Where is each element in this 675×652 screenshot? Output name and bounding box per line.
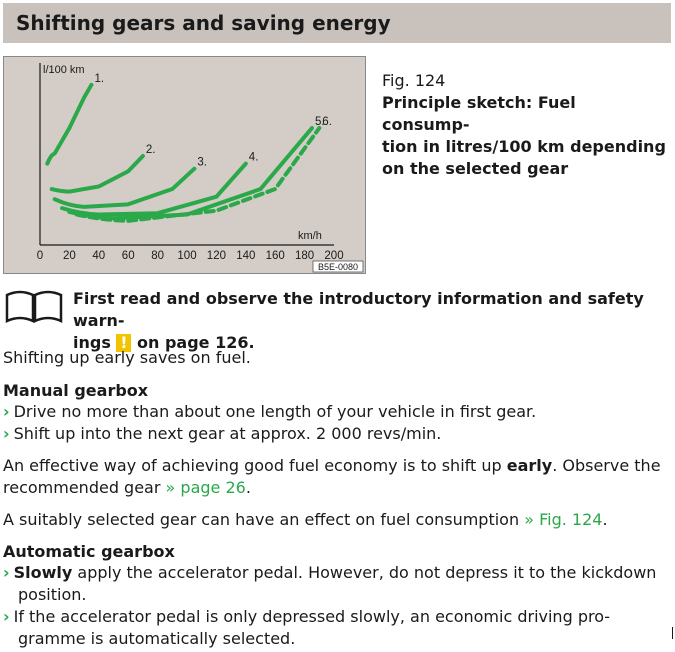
fig-124-link[interactable]: » Fig. 124 [524,510,603,529]
automatic-item-2: › If the accelerator pedal is only depres… [3,606,668,650]
x-tick-label: 0 [37,250,43,262]
section-title: Shifting gears and saving energy [3,3,671,43]
figure-number: Fig. 124 [382,71,446,90]
automatic-item-2-line-2: gramme is automatically selected. [18,629,296,648]
selected-text: A suitably selected gear can have an eff… [3,510,520,529]
warning-line-1: First read and observe the introductory … [73,289,644,330]
economy-text-b: . Observe the [552,456,661,475]
economy-text-a: An effective way of achieving good fuel … [3,456,502,475]
page-edge-mark [672,627,673,639]
x-tick-label: 180 [295,250,314,262]
figure-description-line-1: Principle sketch: Fuel consump- [382,93,576,134]
manual-item-1: › Drive no more than about one length of … [3,401,668,423]
economy-line2-text: recommended gear [3,478,161,497]
figure-description-line-3: on the selected gear [382,159,569,178]
x-tick-label: 80 [151,250,164,262]
economy-line-2: recommended gear » page 26. [3,477,668,499]
gear-label-4: 4. [249,152,259,164]
warning-line-2: ings ! on page 126. [73,332,668,354]
figure-description-line-2: tion in litres/100 km depending [382,137,666,156]
x-axis-label: km/h [298,230,322,242]
x-tick-label: 140 [236,250,255,262]
automatic-item-1-line-1: › Slowly apply the accelerator pedal. How… [3,562,668,584]
manual-item-1-text: Drive no more than about one length of y… [13,402,537,421]
bullet-icon: › [3,402,10,421]
gear-curve-2 [49,154,145,194]
bullet-icon: › [3,563,10,582]
warning-sign-icon: ! [116,334,132,352]
automatic-item-1-line-2: position. [18,585,87,604]
x-tick-label: 60 [122,250,135,262]
x-tick-label: 100 [177,250,196,262]
automatic-gearbox-heading: Automatic gearbox [3,542,175,561]
automatic-item-2-text: If the accelerator pedal is only depress… [13,607,611,626]
automatic-item-1-rest: apply the accelerator pedal. However, do… [77,563,657,582]
page-26-link[interactable]: » page 26 [165,478,246,497]
economy-line-1: An effective way of achieving good fuel … [3,455,668,477]
gear-label-5: 5. [315,116,325,128]
x-tick-label: 160 [266,250,285,262]
economy-bold: early [506,456,553,475]
open-book-icon [5,290,63,323]
gear-curve-1 [45,82,94,166]
figure-caption: Fig. 124 Principle sketch: Fuel consump-… [382,70,667,180]
gear-label-6: 6. [322,116,332,128]
x-tick-label: 200 [324,250,343,262]
x-tick-label: 120 [207,250,226,262]
safety-warning: First read and observe the introductory … [73,288,668,354]
warning-ings: ings [73,333,111,352]
gear-label-3: 3. [197,157,207,169]
selected-end: . [602,510,608,529]
automatic-item-1-bold: Slowly [13,563,73,582]
economy-end: . [245,478,251,497]
manual-item-2: › Shift up into the next gear at approx. … [3,423,668,445]
automatic-item-2-line-1: › If the accelerator pedal is only depres… [3,606,668,628]
bullet-icon: › [3,424,10,443]
gear-curve-6 [74,126,322,223]
bullet-icon: › [3,607,10,626]
figure-code-text: B5E-0080 [318,262,358,272]
figure-code: B5E-0080 [312,260,364,273]
gear-label-1: 1. [94,73,104,85]
gear-label-2: 2. [146,144,156,156]
fuel-consumption-chart: l/100 km km/h 0 20 40 60 80 100 120 140 160 180 200 1… [37,63,364,273]
manual-gearbox-heading: Manual gearbox [3,381,149,400]
automatic-item-1: › Slowly apply the accelerator pedal. How… [3,562,668,606]
selected-gear-paragraph: A suitably selected gear can have an eff… [3,509,668,531]
intro-text: Shifting up early saves on fuel. [3,348,251,367]
warning-page-ref: on page 126. [137,333,255,352]
manual-item-2-text: Shift up into the next gear at approx. 2… [13,424,442,443]
figure-code-box [312,260,364,273]
economy-paragraph: An effective way of achieving good fuel … [3,455,668,499]
gear-curve-3 [52,166,197,209]
gear-curve-4 [60,161,248,217]
figure-124: l/100 km km/h 0 20 40 60 80 100 120 140 160 180 200 1… [3,56,366,274]
y-axis-label: l/100 km [43,64,85,76]
x-tick-label: 20 [63,250,76,262]
x-tick-label: 40 [92,250,105,262]
